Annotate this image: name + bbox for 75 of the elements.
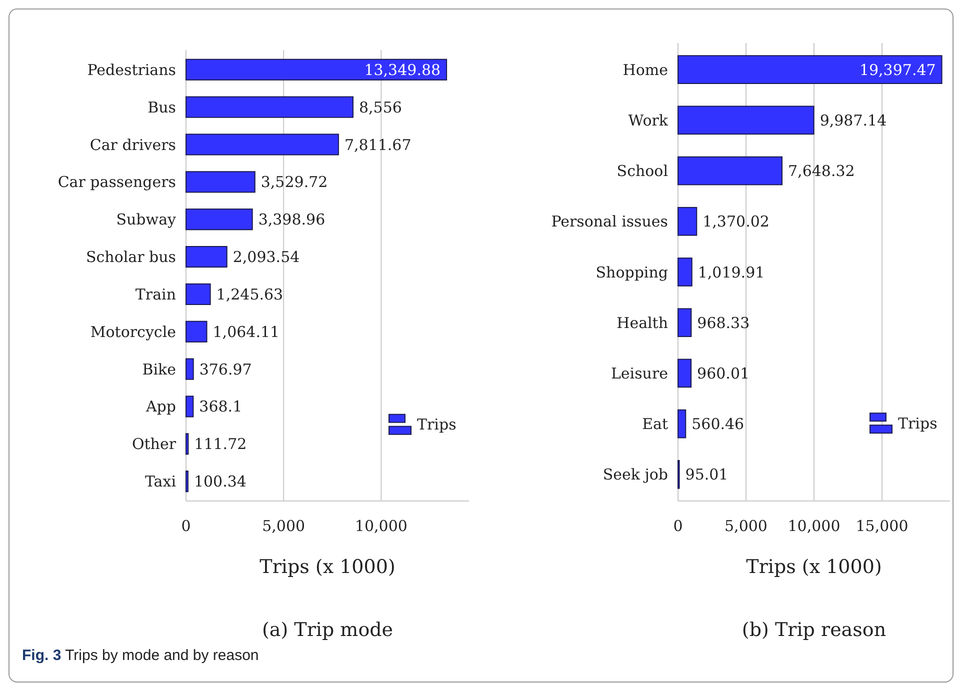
- y-tick-label: Seek job: [602, 466, 668, 484]
- text: 560.46: [692, 415, 744, 434]
- text: 100.34: [194, 472, 246, 491]
- bar: [186, 396, 194, 418]
- text: (a) Trip mode: [262, 619, 394, 641]
- bar: [186, 134, 339, 156]
- bar: [186, 358, 194, 380]
- y-tick-label: Bus: [148, 98, 176, 116]
- y-tick-label: Personal issues: [551, 212, 668, 231]
- x-tick-label: 10,000: [788, 517, 840, 535]
- bar: [186, 246, 228, 268]
- bar: [186, 433, 189, 455]
- y-tick-label: Leisure: [610, 364, 668, 382]
- y-tick-label: Scholar bus: [86, 248, 176, 266]
- bar: [186, 283, 211, 306]
- y-tick-label: Pedestrians: [87, 60, 176, 79]
- text: 376.97: [199, 360, 252, 378]
- text: 1,019.91: [698, 263, 765, 282]
- text: 7,648.32: [788, 162, 855, 180]
- text: 111.72: [194, 435, 247, 454]
- y-tick-label: Shopping: [596, 263, 668, 282]
- bar: [678, 258, 692, 286]
- y-tick-label: Other: [132, 435, 177, 454]
- y-tick-label: Home: [622, 60, 668, 79]
- y-tick-label: School: [616, 162, 668, 180]
- text: 13,349.88: [364, 60, 441, 79]
- y-tick-label: Train: [135, 285, 176, 304]
- bar: [678, 106, 814, 135]
- legend-label: Trips: [898, 414, 938, 432]
- x-axis-title: Trips (x 1000): [260, 556, 396, 578]
- text: 3,398.96: [258, 210, 326, 229]
- y-tick-label: Car drivers: [90, 136, 176, 154]
- text: 95.01: [685, 466, 728, 484]
- text: 1,064.11: [212, 322, 280, 341]
- x-tick-label: 5,000: [262, 517, 306, 535]
- text: 9,987.14: [820, 111, 887, 130]
- text: 1,370.02: [702, 212, 770, 231]
- bar: [678, 55, 942, 84]
- x-tick-label: 5,000: [724, 517, 768, 535]
- text: 368.1: [199, 398, 242, 416]
- text: 968.33: [697, 314, 750, 332]
- y-tick-label: Work: [628, 111, 669, 130]
- text: 960.01: [697, 364, 750, 382]
- bar: [186, 171, 256, 193]
- x-tick-label: 0: [181, 517, 191, 535]
- x-tick-label: 10,000: [354, 517, 408, 535]
- bar: [678, 156, 783, 186]
- y-tick-label: Eat: [642, 415, 668, 434]
- y-tick-label: Health: [616, 314, 668, 332]
- legend-label: Trips: [417, 416, 456, 434]
- y-tick-label: Taxi: [144, 472, 176, 491]
- y-tick-label: Subway: [116, 210, 177, 229]
- bar: [678, 308, 692, 338]
- text: 7,811.67: [344, 136, 412, 154]
- bar: [186, 58, 448, 80]
- y-tick-label: Car passengers: [58, 173, 176, 192]
- bar: [186, 96, 354, 118]
- text: 1,245.63: [216, 285, 284, 304]
- bar: [186, 320, 208, 342]
- x-tick-label: 0: [673, 517, 683, 535]
- text: 19,397.47: [859, 60, 936, 79]
- text: 8,556: [358, 98, 402, 116]
- caption: Fig. 3 Trips by mode and by reason: [22, 647, 259, 664]
- y-tick-label: Motorcycle: [90, 322, 176, 341]
- bar: [678, 358, 692, 388]
- y-tick-label: Bike: [142, 360, 176, 378]
- text: (b) Trip reason: [742, 619, 886, 641]
- bar: [678, 206, 698, 236]
- text: 2,093.54: [232, 248, 300, 266]
- x-tick-label: 15,000: [856, 517, 908, 535]
- bar: [678, 409, 686, 438]
- bar: [186, 208, 253, 230]
- text: 3,529.72: [260, 173, 328, 192]
- y-tick-label: App: [144, 398, 176, 416]
- x-axis-title: Trips (x 1000): [746, 556, 882, 578]
